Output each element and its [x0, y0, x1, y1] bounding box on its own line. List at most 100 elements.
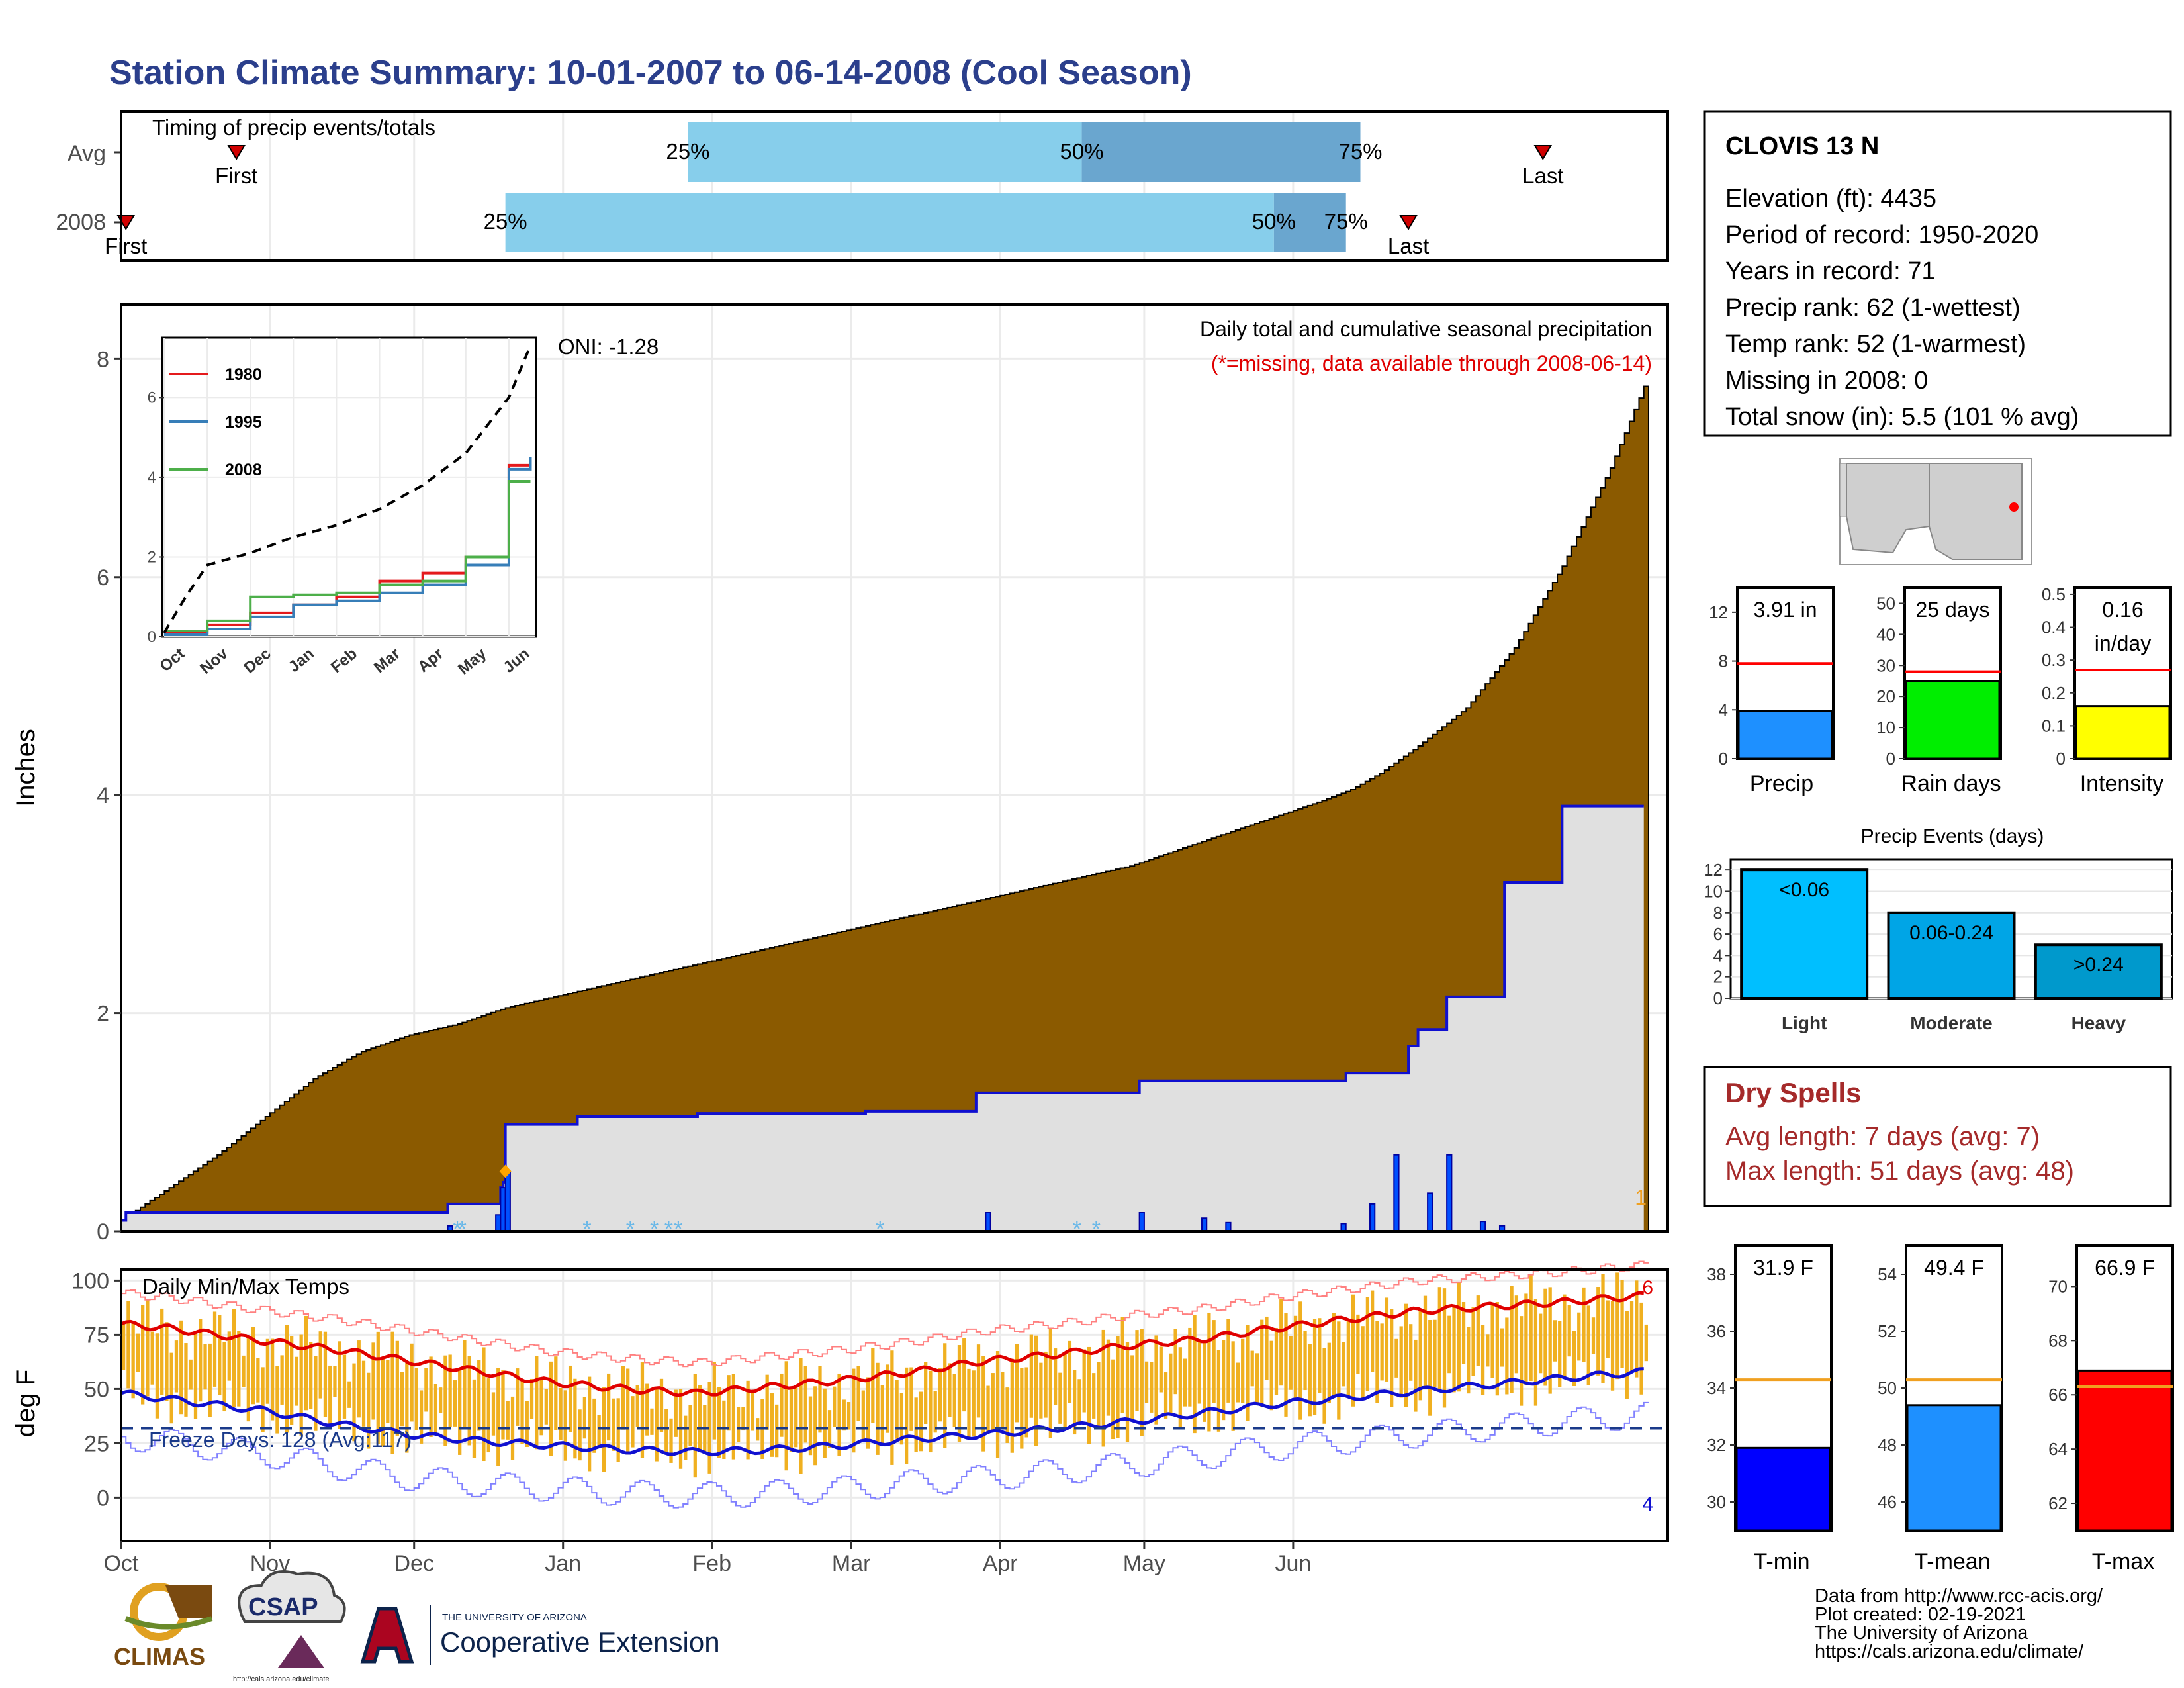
daily-temp-bar — [1480, 1325, 1485, 1395]
precip-ylabel: Inches — [11, 729, 40, 807]
daily-temp-bar — [842, 1399, 846, 1431]
daily-temp-bar — [242, 1355, 246, 1387]
daily-temp-bar — [443, 1355, 447, 1446]
daily-temp-bar — [746, 1380, 750, 1460]
daily-temp-bar — [477, 1360, 481, 1431]
daily-temp-bar — [516, 1368, 520, 1426]
daily-temp-bar — [1010, 1358, 1014, 1453]
daily-temp-bar — [1183, 1358, 1187, 1407]
daily-temp-bar — [1092, 1373, 1096, 1419]
stat-ytick-label: 0 — [2056, 749, 2066, 769]
daily-temp-bar — [506, 1401, 510, 1440]
daily-temp-bar — [1639, 1302, 1643, 1395]
daily-temp-bar — [539, 1377, 543, 1436]
events-category-label: Moderate — [1910, 1013, 1992, 1033]
inset-series-2008 — [164, 479, 531, 632]
inset-legend-label: 2008 — [225, 461, 262, 479]
timing-bar-q25-q50 — [688, 122, 1082, 182]
stat-ytick-label: 0.2 — [2042, 683, 2066, 703]
daily-temp-bar — [808, 1396, 813, 1456]
temp-count-bottom: 4 — [1642, 1493, 1653, 1515]
daily-temp-bar — [1020, 1368, 1024, 1449]
daily-temp-bar — [568, 1365, 572, 1432]
temp-count-top: 6 — [1642, 1277, 1653, 1299]
daily-temp-bar — [136, 1333, 140, 1372]
dry-spells-box: Dry Spells Avg length: 7 days (avg: 7) M… — [1703, 1066, 2172, 1207]
daily-temp-bar — [895, 1380, 899, 1439]
daily-temp-bar — [1116, 1336, 1120, 1438]
daily-temp-bar — [1001, 1372, 1005, 1428]
daily-temp-bar — [1524, 1293, 1528, 1385]
daily-temp-bar — [833, 1386, 837, 1427]
timing-bar-q50-q75 — [1081, 122, 1361, 182]
inset-plot — [163, 338, 535, 637]
daily-temp-bar — [938, 1368, 942, 1422]
stat-ytick-label: 54 — [1878, 1264, 1897, 1284]
daily-temp-bar — [554, 1356, 558, 1430]
daily-temp-bar — [914, 1397, 918, 1452]
daily-temp-bar — [1082, 1349, 1086, 1413]
station-precip-rank: Precip rank: 62 (1-wettest) — [1725, 294, 2021, 322]
daily-temp-bar — [573, 1378, 577, 1459]
timing-last-label: Last — [1388, 234, 1429, 258]
daily-temp-bar — [367, 1372, 371, 1449]
stat-ytick-label: 50 — [1878, 1378, 1897, 1398]
stat-ytick-label: 40 — [1876, 624, 1895, 644]
daily-temp-bar — [919, 1391, 923, 1452]
daily-precip-bar — [1369, 1203, 1376, 1232]
daily-temp-bar — [626, 1368, 630, 1455]
daily-temp-bar — [607, 1373, 611, 1441]
daily-temp-bar — [1346, 1319, 1350, 1397]
month-label: Apr — [983, 1551, 1018, 1576]
record-max-line — [121, 1260, 1649, 1368]
daily-temp-bar — [592, 1398, 596, 1453]
month-axis: Oct Nov Dec Jan Feb Mar Apr May Jun — [104, 1541, 1311, 1576]
daily-temp-bar — [314, 1356, 318, 1431]
daily-temp-bar — [986, 1385, 990, 1432]
daily-temp-bar — [995, 1351, 1000, 1458]
daily-temp-bar — [655, 1389, 659, 1462]
daily-temp-bar — [1495, 1302, 1499, 1396]
month-label: May — [1123, 1551, 1165, 1576]
daily-temp-bar — [578, 1409, 582, 1461]
daily-temp-bar — [1159, 1346, 1163, 1393]
daily-temp-bar — [295, 1356, 298, 1406]
dry-spells-avg: Avg length: 7 days (avg: 7) — [1725, 1122, 2040, 1151]
stat-bar — [2075, 705, 2171, 760]
stat-value-label: 25 days — [1915, 598, 1989, 622]
figure-title: Station Climate Summary: 10-01-2007 to 0… — [109, 54, 1192, 92]
daily-temp-bar — [520, 1379, 524, 1444]
daily-temp-bar — [736, 1407, 741, 1442]
station-years: Years in record: 71 — [1725, 258, 1936, 285]
daily-temp-bar — [208, 1343, 212, 1417]
timing-bar-q25-q50 — [505, 193, 1274, 252]
daily-temp-bar — [342, 1354, 347, 1419]
timing-first-label: First — [215, 164, 257, 188]
daily-temp-bar — [165, 1322, 169, 1401]
tmin-stat-label: T-min — [1754, 1549, 1810, 1574]
daily-temp-bar — [299, 1334, 303, 1436]
daily-temp-bar — [1063, 1352, 1067, 1429]
daily-temp-bar — [131, 1322, 135, 1399]
daily-temp-bar — [155, 1333, 159, 1419]
csap-cloud — [238, 1570, 346, 1623]
timing-q75-label: 75% — [1338, 139, 1382, 164]
footer-line-4: https://cals.arizona.edu/climate/ — [1815, 1641, 2084, 1662]
daily-temp-bar — [1606, 1300, 1610, 1358]
daily-temp-bar — [203, 1344, 207, 1390]
daily-temp-bar — [794, 1387, 798, 1448]
avg-min-line — [120, 1367, 1644, 1457]
precip-stat-label: Precip — [1750, 771, 1813, 796]
daily-precip-bar — [1446, 1154, 1453, 1233]
daily-temp-bar — [1077, 1379, 1081, 1423]
daily-temp-bar — [1490, 1304, 1494, 1378]
daily-precip-bar — [504, 1170, 511, 1232]
timing-q25-label: 25% — [666, 139, 709, 164]
daily-temp-bar — [1178, 1347, 1182, 1427]
daily-temp-bar — [1044, 1351, 1048, 1418]
station-snow: Total snow (in): 5.5 (101 % avg) — [1725, 403, 2079, 431]
daily-temp-bar — [1120, 1317, 1124, 1413]
ua-big-text: Cooperative Extension — [440, 1626, 720, 1658]
daily-temp-bar — [1567, 1305, 1571, 1357]
daily-temp-bar — [482, 1347, 486, 1462]
